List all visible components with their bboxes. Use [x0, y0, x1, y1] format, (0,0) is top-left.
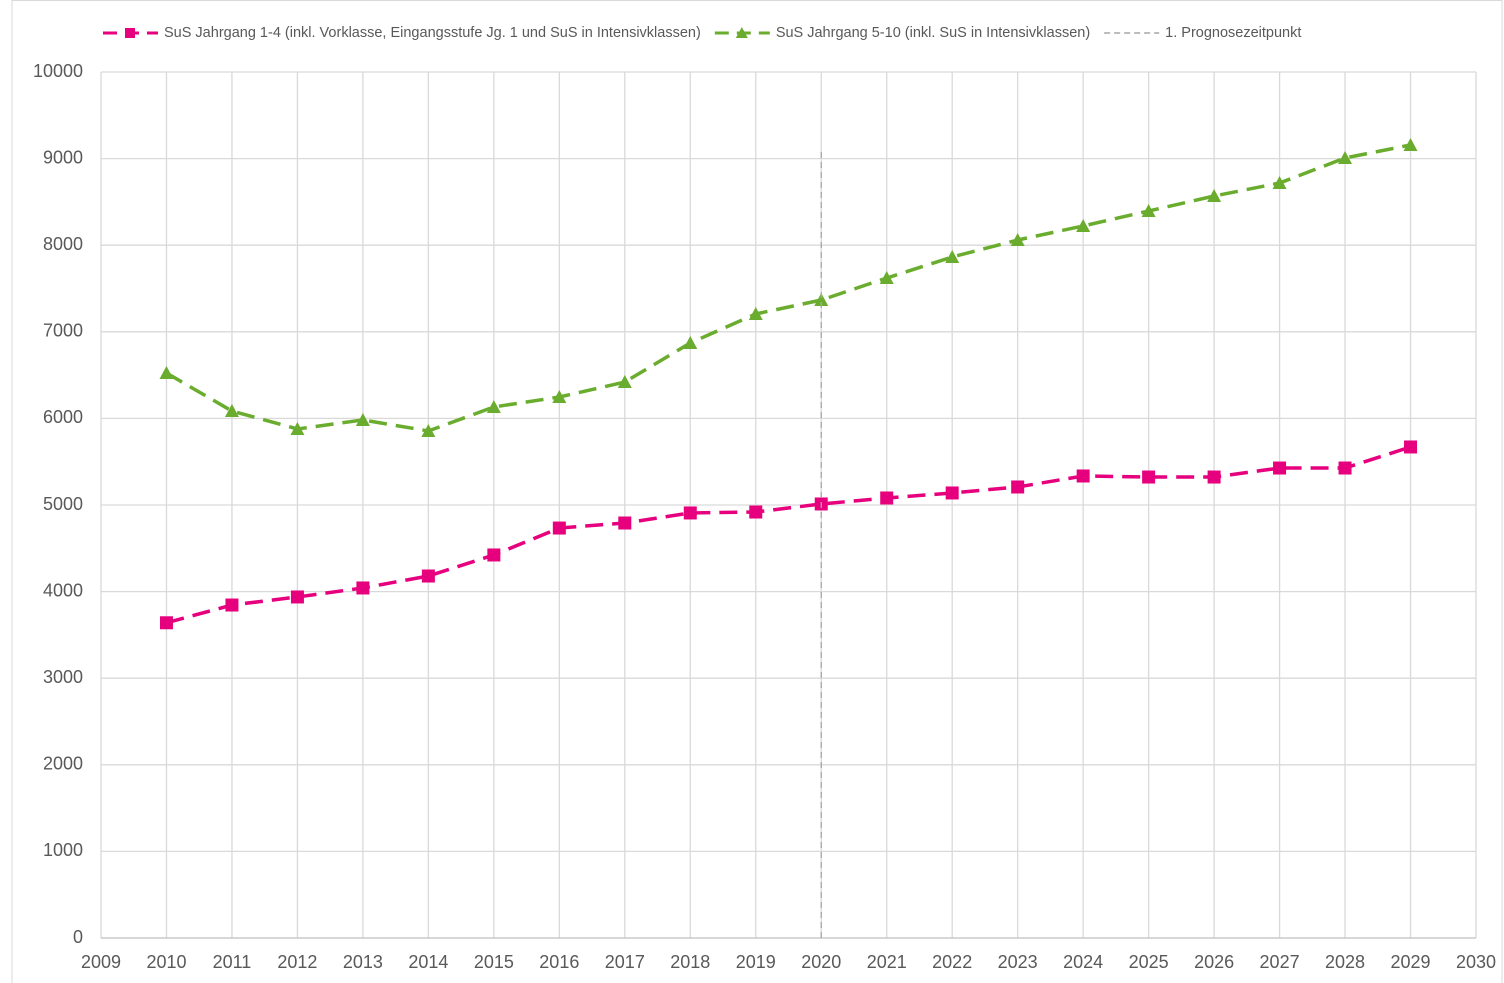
data-point — [880, 491, 894, 505]
data-point — [683, 335, 698, 349]
y-tick-label: 9000 — [43, 147, 83, 167]
data-point — [356, 581, 370, 595]
data-point — [421, 423, 436, 437]
legend-entry: 1. Prognosezeitpunkt — [1104, 25, 1301, 41]
data-point — [1273, 461, 1287, 475]
data-point — [1011, 480, 1025, 494]
data-point — [748, 306, 763, 320]
legend-entry: SuS Jahrgang 5-10 (inkl. SuS in Intensiv… — [714, 25, 1090, 41]
y-tick-label: 2000 — [43, 754, 83, 774]
y-tick-label: 4000 — [43, 580, 83, 600]
data-point — [1272, 176, 1287, 190]
y-tick-label: 1000 — [43, 840, 83, 860]
data-point — [225, 598, 239, 612]
x-tick-label: 2021 — [867, 952, 907, 972]
x-tick-label: 2012 — [277, 952, 317, 972]
x-tick-label: 2024 — [1063, 952, 1103, 972]
data-point — [552, 390, 567, 404]
series-line — [166, 445, 1412, 625]
y-tick-label: 6000 — [43, 407, 83, 427]
series-line — [165, 143, 1411, 433]
data-point — [814, 293, 829, 307]
x-tick-label: 2017 — [605, 952, 645, 972]
x-tick-label: 2010 — [146, 952, 186, 972]
x-tick-label: 2022 — [932, 952, 972, 972]
data-point — [159, 616, 173, 630]
data-point — [617, 375, 632, 389]
y-tick-label: 10000 — [33, 61, 83, 81]
data-point — [1076, 469, 1090, 483]
data-point — [1142, 470, 1156, 484]
x-tick-label: 2026 — [1194, 952, 1234, 972]
data-point — [486, 399, 501, 413]
x-tick-label: 2014 — [408, 952, 448, 972]
x-tick-label: 2018 — [670, 952, 710, 972]
data-point — [1076, 218, 1091, 232]
y-tick-label: 7000 — [43, 321, 83, 341]
y-tick-label: 8000 — [43, 234, 83, 254]
x-tick-label: 2016 — [539, 952, 579, 972]
x-tick-label: 2028 — [1325, 952, 1365, 972]
data-point — [945, 486, 959, 500]
data-point — [1403, 138, 1418, 152]
data-point — [1207, 189, 1222, 203]
x-tick-label: 2015 — [474, 952, 514, 972]
legend-label: 1. Prognosezeitpunkt — [1165, 25, 1301, 41]
x-tick-label: 2030 — [1456, 952, 1496, 972]
x-tick-label: 2019 — [736, 952, 776, 972]
legend-entry: SuS Jahrgang 1-4 (inkl. Vorklasse, Einga… — [103, 25, 701, 41]
data-point — [879, 271, 894, 285]
x-tick-label: 2011 — [213, 952, 252, 972]
data-point — [1207, 470, 1221, 484]
data-point — [290, 590, 304, 604]
legend-marker — [735, 27, 748, 38]
data-point — [355, 412, 370, 426]
data-point — [224, 404, 239, 418]
data-point — [945, 249, 960, 263]
x-tick-label: 2013 — [343, 952, 383, 972]
data-point — [1010, 233, 1025, 247]
y-tick-label: 5000 — [43, 494, 83, 514]
x-tick-label: 2025 — [1129, 952, 1169, 972]
data-point — [1338, 150, 1353, 164]
x-tick-label: 2009 — [81, 952, 121, 972]
x-tick-label: 2027 — [1260, 952, 1300, 972]
data-point — [552, 521, 566, 535]
chart-frame — [11, 0, 1503, 983]
data-point — [618, 516, 632, 530]
y-tick-label: 3000 — [43, 667, 83, 687]
legend-label: SuS Jahrgang 1-4 (inkl. Vorklasse, Einga… — [164, 25, 701, 41]
data-point — [1404, 440, 1418, 454]
data-point — [1141, 203, 1156, 217]
data-point — [290, 421, 305, 435]
x-tick-label: 2023 — [998, 952, 1038, 972]
data-point — [159, 366, 174, 380]
x-tick-label: 2029 — [1391, 952, 1431, 972]
data-point — [1338, 461, 1352, 475]
data-point — [683, 506, 697, 520]
y-tick-label: 0 — [73, 927, 83, 947]
data-point — [487, 548, 501, 562]
data-point — [421, 569, 435, 583]
legend-label: SuS Jahrgang 5-10 (inkl. SuS in Intensiv… — [776, 25, 1090, 41]
data-point — [749, 505, 763, 519]
legend-marker — [125, 28, 135, 38]
x-tick-label: 2020 — [801, 952, 841, 972]
